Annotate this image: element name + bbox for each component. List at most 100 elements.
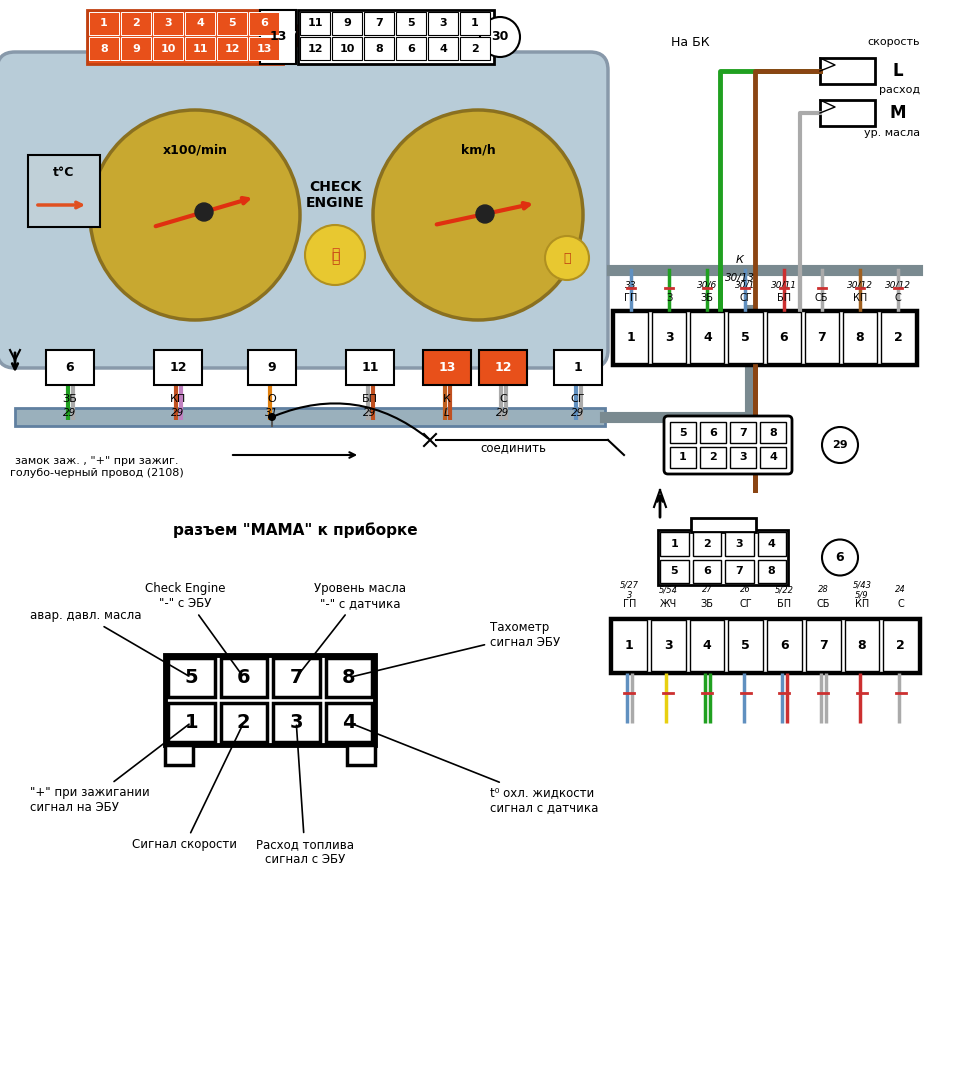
Text: 6: 6 (780, 639, 789, 652)
Bar (757, 560, 786, 583)
Text: 1: 1 (574, 362, 583, 374)
Text: 8: 8 (100, 43, 108, 54)
Bar (652, 312, 686, 363)
Text: 5: 5 (679, 427, 686, 438)
Text: 2: 2 (237, 713, 251, 732)
Bar (881, 312, 915, 363)
Text: Тахометр
сигнал ЭБУ: Тахометр сигнал ЭБУ (351, 621, 560, 677)
Text: соединить: соединить (480, 441, 546, 454)
Text: 8: 8 (855, 331, 864, 344)
Bar (845, 620, 879, 671)
Text: 29: 29 (571, 408, 585, 417)
Text: 29: 29 (63, 408, 77, 417)
Text: БП: БП (778, 599, 791, 609)
Bar (221, 703, 267, 742)
Text: К: К (736, 255, 744, 265)
Bar (805, 620, 841, 671)
Text: С: С (898, 599, 904, 609)
Bar (614, 312, 648, 363)
Text: 13: 13 (256, 43, 272, 54)
Text: Сигнал скорости: Сигнал скорости (132, 725, 243, 851)
Text: "+" при зажигании
сигнал на ЭБУ: "+" при зажигании сигнал на ЭБУ (30, 724, 189, 815)
Bar (15, 408, 605, 426)
Text: БП: БП (362, 394, 378, 404)
Text: 33: 33 (625, 281, 636, 289)
Text: 1: 1 (625, 639, 634, 652)
Text: разъем "МАМА" к приборке: разъем "МАМА" к приборке (173, 522, 418, 538)
Circle shape (268, 413, 276, 421)
Circle shape (480, 17, 520, 57)
Text: 9: 9 (343, 18, 351, 28)
Text: 4: 4 (439, 43, 447, 54)
Text: 7: 7 (817, 331, 826, 344)
Bar (766, 312, 801, 363)
Text: ГП: ГП (623, 599, 636, 609)
Bar (820, 58, 875, 84)
Bar (364, 12, 394, 36)
Text: З: З (666, 293, 672, 303)
Bar (248, 350, 296, 385)
Text: 4: 4 (703, 639, 711, 652)
Text: 5: 5 (741, 331, 750, 344)
Bar (332, 12, 362, 36)
Text: x100/min: x100/min (162, 143, 228, 156)
Text: 6: 6 (237, 668, 251, 686)
Bar (46, 350, 94, 385)
Text: CHECK
ENGINE: CHECK ENGINE (305, 180, 365, 210)
Text: 1: 1 (679, 453, 686, 463)
Text: На БК: На БК (671, 36, 709, 48)
Text: 5: 5 (228, 18, 236, 28)
Text: ⬛: ⬛ (331, 251, 339, 265)
Bar (725, 532, 754, 555)
Text: 5/54: 5/54 (659, 585, 678, 595)
Bar (121, 12, 151, 36)
Bar (804, 312, 839, 363)
Text: 13: 13 (439, 362, 456, 374)
Bar (325, 703, 372, 742)
Text: 5: 5 (670, 566, 678, 577)
Text: t⁰ охл. жидкости
сигнал с датчика: t⁰ охл. жидкости сигнал с датчика (351, 723, 598, 815)
Text: 10: 10 (339, 43, 354, 54)
Bar (760, 422, 786, 443)
Text: 8: 8 (857, 639, 866, 652)
Bar (165, 655, 375, 745)
Bar (658, 530, 788, 585)
Bar (690, 518, 756, 532)
Bar (89, 12, 119, 36)
Text: 4: 4 (196, 18, 204, 28)
Bar (298, 10, 494, 63)
Bar (300, 37, 330, 60)
Text: M: M (890, 104, 906, 122)
Text: 1: 1 (184, 713, 198, 732)
Bar (121, 37, 151, 60)
Bar (730, 422, 756, 443)
Text: L: L (893, 62, 903, 80)
Text: 27: 27 (702, 585, 712, 595)
Bar (273, 703, 320, 742)
Bar (396, 37, 426, 60)
Text: 4: 4 (703, 331, 711, 344)
Text: 5/27
3: 5/27 3 (620, 580, 638, 599)
Text: 30/12: 30/12 (847, 281, 873, 289)
FancyBboxPatch shape (0, 52, 608, 368)
Text: БП: БП (777, 293, 791, 303)
Text: 30/12: 30/12 (885, 281, 911, 289)
Bar (760, 447, 786, 468)
Text: 4: 4 (768, 539, 776, 549)
Text: 12: 12 (494, 362, 512, 374)
Text: 6: 6 (260, 18, 268, 28)
Text: 2: 2 (132, 18, 140, 28)
Text: ЗБ: ЗБ (701, 599, 713, 609)
Text: 1: 1 (100, 18, 108, 28)
Text: ур. масла: ур. масла (864, 128, 920, 138)
Text: К: К (444, 394, 451, 404)
Text: замок заж. , "+" при зажиг.
голубо-черный провод (2108): замок заж. , "+" при зажиг. голубо-черны… (10, 456, 183, 478)
Text: 1: 1 (627, 331, 636, 344)
Text: ЗБ: ЗБ (62, 394, 78, 404)
Bar (554, 350, 602, 385)
Text: 11: 11 (361, 362, 379, 374)
Text: 6: 6 (780, 331, 788, 344)
Bar (670, 447, 696, 468)
Text: t°C: t°C (54, 167, 75, 180)
Text: 7: 7 (375, 18, 383, 28)
